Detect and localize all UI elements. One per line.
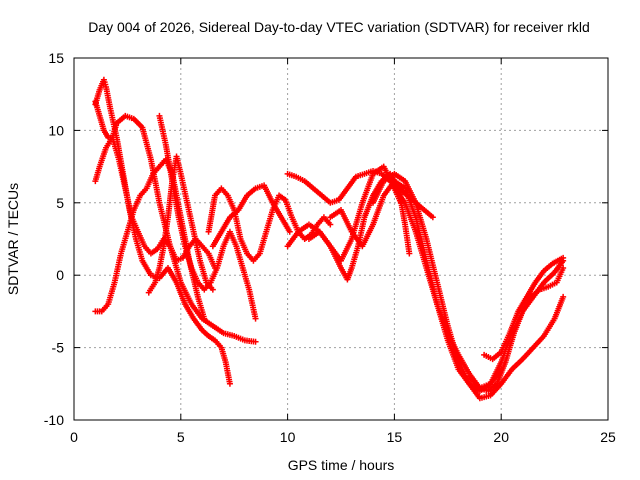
data-point-plus	[560, 293, 567, 300]
series-arc-5	[145, 153, 216, 296]
data-point-plus	[560, 254, 567, 261]
data-point-plus	[226, 380, 233, 387]
data-point-plus	[429, 214, 436, 221]
series-arc-6	[156, 112, 259, 322]
x-tick-label: 0	[70, 429, 78, 445]
grid	[74, 58, 608, 420]
x-axis-label: GPS time / hours	[288, 457, 395, 473]
series-arc-13	[370, 170, 567, 402]
plot-frame	[73, 57, 609, 421]
chart-title: Day 004 of 2026, Sidereal Day-to-day VTE…	[88, 19, 590, 35]
data-point-plus	[327, 221, 334, 228]
series-arc-16	[481, 254, 567, 363]
y-tick-label: 10	[48, 122, 64, 138]
series-arc-12	[327, 178, 505, 395]
y-axis-label: SDTVAR / TECUs	[5, 183, 21, 295]
y-tick-label: 15	[48, 50, 64, 66]
y-tick-label: -10	[44, 412, 64, 428]
x-tick-label: 25	[600, 429, 616, 445]
x-tick-label: 5	[177, 429, 185, 445]
x-tick-label: 15	[387, 429, 403, 445]
data-point-plus	[286, 228, 293, 235]
x-tick-label: 20	[493, 429, 509, 445]
data-point-plus	[252, 315, 259, 322]
y-tick-label: 0	[56, 267, 64, 283]
y-tick-label: 5	[56, 195, 64, 211]
data-point-plus	[209, 286, 216, 293]
series-arc-4	[92, 134, 218, 271]
series-arc-2	[92, 98, 259, 345]
data-point-plus	[201, 315, 208, 322]
data-point-plus	[252, 338, 259, 345]
data-point-plus	[406, 250, 413, 257]
x-tick-label: 10	[280, 429, 296, 445]
y-tick-label: -5	[52, 340, 65, 356]
series-arc-8	[209, 182, 293, 250]
data-series	[92, 76, 567, 402]
